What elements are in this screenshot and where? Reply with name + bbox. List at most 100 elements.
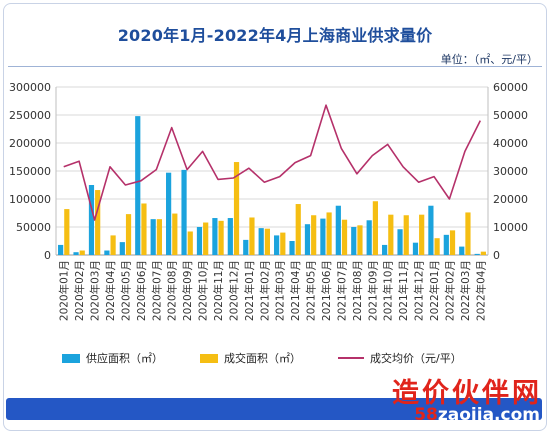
x-tick-label: 2020年10月 (197, 260, 210, 321)
bar-supply (335, 205, 341, 255)
legend-deal-swatch (200, 353, 218, 363)
bar-deal (110, 235, 116, 255)
bar-deal (465, 212, 471, 255)
y-tick-label-left: 300000 (9, 81, 51, 94)
axis-labels: 0 50000 100000 150000 200000 250000 300000 0 100… (9, 81, 528, 321)
bar-deal (264, 228, 270, 255)
chart-title: 2020年1月-2022年4月上海商业供求量价 (117, 26, 433, 45)
y-tick-label-left: 150000 (9, 165, 51, 178)
x-tick-label: 2021年01月 (243, 260, 256, 321)
x-tick-label: 2020年05月 (119, 260, 132, 321)
bar-supply (397, 229, 403, 255)
bar-supply (412, 242, 419, 255)
bar-deal (388, 214, 394, 255)
y-tick-label-left: 200000 (9, 137, 51, 150)
bar-deal (141, 203, 147, 255)
y-tick-label-left: 0 (44, 249, 51, 262)
x-tick-label: 2021年02月 (258, 260, 271, 321)
legend-supply: 供应面积（㎡） (62, 350, 163, 366)
bar-supply (428, 205, 434, 255)
bar-supply (443, 234, 449, 255)
x-tick-label: 2020年03月 (89, 260, 102, 321)
x-tick-label: 2021年06月 (320, 260, 333, 321)
x-tick-label: 2021年08月 (351, 260, 364, 321)
bar-deal (372, 201, 378, 255)
y-tick-label-left: 50000 (16, 221, 51, 234)
legend-price-swatch (338, 357, 364, 359)
y-tick-label-right: 60000 (493, 81, 528, 94)
bar-supply (274, 235, 280, 255)
x-tick-label: 2021年11月 (397, 260, 410, 321)
bar-deal (249, 217, 255, 255)
bar-supply (150, 219, 156, 255)
x-tick-label: 2020年06月 (135, 260, 148, 321)
watermark-url: 58zaojia.com (414, 405, 540, 425)
bar-deal (480, 251, 486, 255)
bar-supply (320, 218, 326, 255)
y-tick-label-right: 30000 (493, 165, 528, 178)
bar-supply (196, 227, 203, 255)
bar-deal (311, 215, 317, 255)
bar-marks (58, 116, 486, 256)
legend-supply-swatch (62, 353, 80, 363)
bar-supply (351, 227, 357, 255)
x-tick-label: 2020年11月 (212, 260, 225, 321)
y-tick-label-right: 50000 (493, 109, 528, 122)
bar-deal (295, 204, 301, 255)
x-tick-label: 2020年08月 (166, 260, 179, 321)
price-line (63, 104, 482, 221)
x-tick-label: 2021年12月 (413, 260, 426, 321)
bar-deal (326, 212, 332, 255)
bar-supply (227, 218, 233, 255)
bar-supply (304, 224, 311, 255)
bar-deal (156, 219, 162, 255)
bar-supply (181, 169, 187, 255)
bar-supply (104, 250, 110, 255)
bar-deal (203, 222, 209, 255)
y-tick-label-left: 100000 (9, 193, 51, 206)
x-tick-label: 2021年09月 (366, 260, 379, 321)
bar-deal (95, 190, 101, 255)
watermark-url-rest: zaojia.com (437, 405, 540, 425)
bar-supply (243, 239, 249, 255)
bar-supply (289, 241, 295, 255)
bar-supply (258, 228, 264, 255)
bar-deal (79, 250, 85, 255)
x-tick-label: 2020年01月 (58, 260, 71, 321)
y-tick-label-left: 250000 (9, 109, 51, 122)
y-tick-label-right: 20000 (493, 193, 528, 206)
legend-supply-label: 供应面积（㎡） (86, 352, 163, 365)
bar-deal (187, 231, 193, 255)
bar-deal (403, 215, 409, 255)
legend-price: 成交均价（元/平） (338, 350, 462, 366)
y-tick-label-right: 40000 (493, 137, 528, 150)
bar-deal (357, 225, 363, 255)
x-tick-label: 2021年07月 (335, 260, 348, 321)
x-tick-label: 2021年05月 (305, 260, 318, 321)
bar-deal (218, 220, 224, 255)
x-tick-label: 2020年07月 (150, 260, 163, 321)
bar-deal (341, 219, 348, 255)
bar-supply (73, 252, 79, 255)
legend-deal-label: 成交面积（㎡） (224, 352, 301, 365)
watermark-logo: 造价伙伴网 (392, 378, 542, 409)
bar-supply (166, 172, 172, 255)
bar-supply (459, 246, 465, 255)
y-tick-label-right: 10000 (493, 221, 528, 234)
price-series-line (63, 104, 482, 221)
legend-deal: 成交面积（㎡） (200, 350, 301, 366)
bar-supply (119, 242, 125, 255)
bar-deal (172, 213, 178, 255)
title-divider (8, 66, 542, 67)
x-tick-label: 2020年12月 (227, 260, 240, 321)
x-tick-label: 2022年03月 (459, 260, 472, 321)
bar-deal (280, 232, 286, 255)
bar-deal (449, 230, 456, 255)
bar-supply (135, 116, 141, 256)
bar-deal (125, 214, 132, 255)
y-tick-label-right: 0 (493, 249, 500, 262)
x-tick-label: 2021年03月 (274, 260, 287, 321)
x-tick-label: 2020年04月 (104, 260, 117, 321)
bar-supply (88, 185, 95, 255)
